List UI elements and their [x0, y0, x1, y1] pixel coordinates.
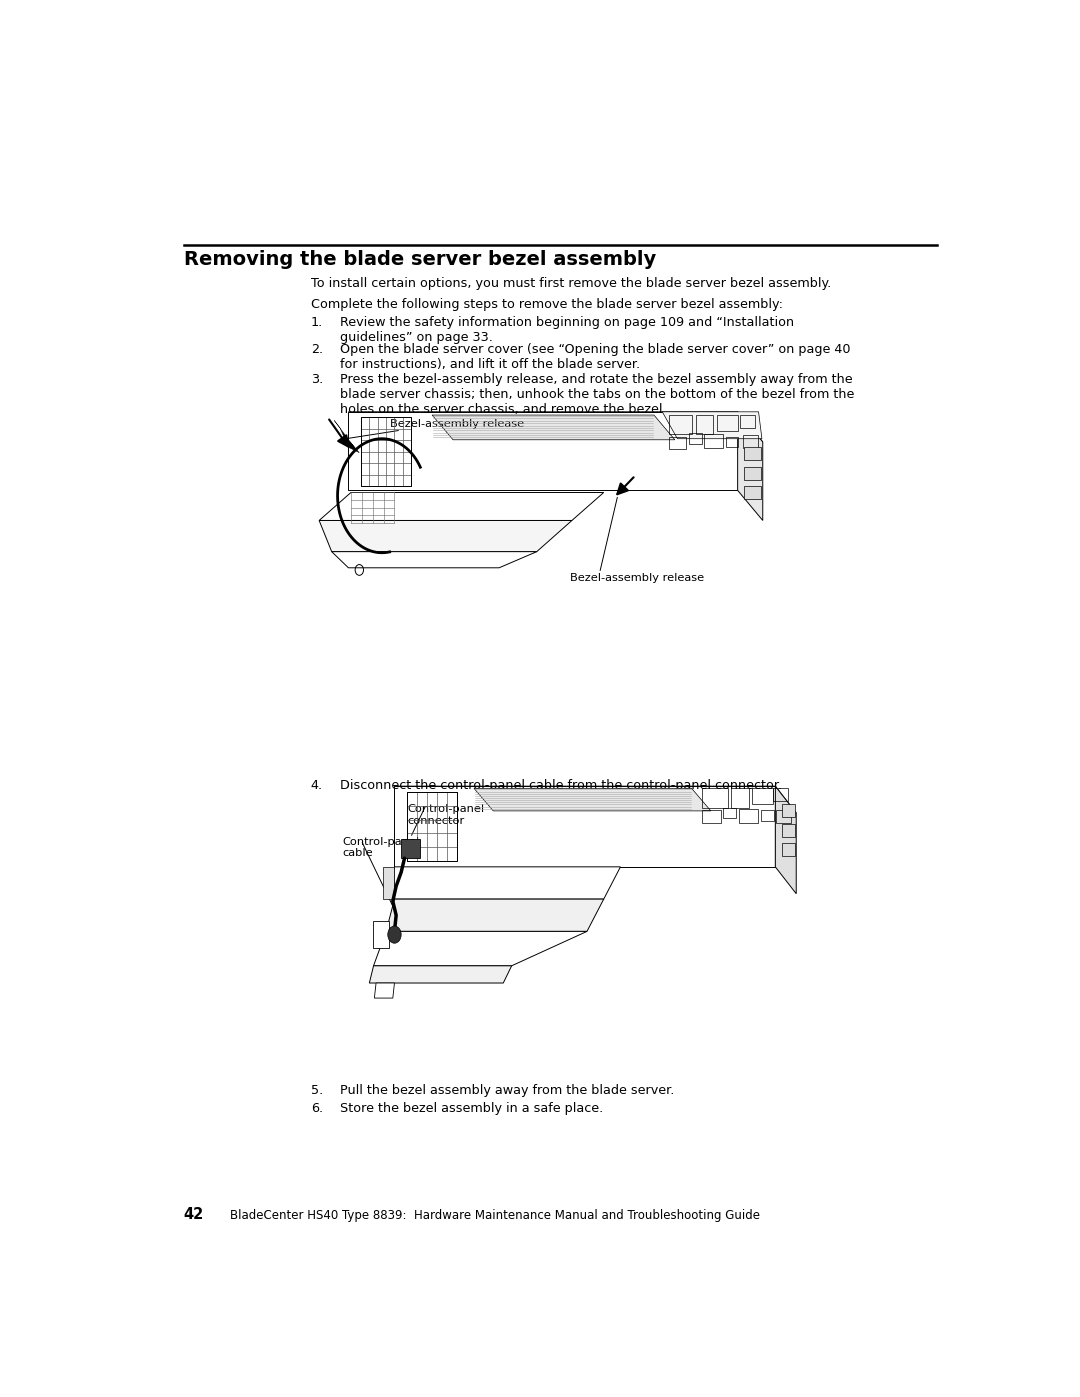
Polygon shape: [320, 493, 604, 521]
Text: Bezel-assembly release: Bezel-assembly release: [390, 419, 525, 429]
Bar: [373, 921, 390, 947]
Text: Complete the following steps to remove the blade server bezel assembly:: Complete the following steps to remove t…: [311, 298, 783, 310]
Polygon shape: [387, 900, 604, 932]
Polygon shape: [320, 521, 572, 552]
Text: 1.: 1.: [311, 316, 323, 330]
Polygon shape: [744, 467, 761, 479]
Polygon shape: [744, 486, 761, 499]
Polygon shape: [738, 412, 762, 521]
Polygon shape: [382, 866, 394, 900]
Polygon shape: [775, 787, 796, 894]
Text: Review the safety information beginning on page 109 and “Installation
guidelines: Review the safety information beginning …: [340, 316, 794, 344]
Polygon shape: [744, 447, 761, 460]
Bar: [401, 838, 420, 858]
Polygon shape: [782, 844, 795, 856]
Text: Bezel-assembly release: Bezel-assembly release: [570, 573, 704, 583]
Polygon shape: [782, 805, 795, 817]
Text: 2.: 2.: [311, 344, 323, 356]
Polygon shape: [394, 866, 620, 900]
Text: 5.: 5.: [311, 1084, 323, 1097]
Polygon shape: [394, 787, 775, 866]
Polygon shape: [394, 787, 796, 813]
Circle shape: [388, 926, 401, 943]
Polygon shape: [349, 412, 738, 490]
Bar: [361, 418, 411, 486]
Text: BladeCenter HS40 Type 8839:  Hardware Maintenance Manual and Troubleshooting Gui: BladeCenter HS40 Type 8839: Hardware Mai…: [230, 1208, 759, 1222]
Text: Open the blade server cover (see “Opening the blade server cover” on page 40
for: Open the blade server cover (see “Openin…: [340, 344, 851, 372]
Polygon shape: [474, 788, 711, 810]
Polygon shape: [782, 824, 795, 837]
Polygon shape: [334, 420, 360, 453]
Text: Store the bezel assembly in a safe place.: Store the bezel assembly in a safe place…: [340, 1102, 604, 1115]
Polygon shape: [374, 932, 588, 965]
Text: 6.: 6.: [311, 1102, 323, 1115]
Text: Control-panel
connector: Control-panel connector: [407, 805, 484, 826]
Text: 4.: 4.: [311, 778, 323, 792]
Polygon shape: [332, 552, 537, 567]
Text: Press the bezel-assembly release, and rotate the bezel assembly away from the
bl: Press the bezel-assembly release, and ro…: [340, 373, 854, 416]
Polygon shape: [662, 412, 761, 439]
Text: To install certain options, you must first remove the blade server bezel assembl: To install certain options, you must fir…: [311, 278, 831, 291]
Text: Removing the blade server bezel assembly: Removing the blade server bezel assembly: [184, 250, 656, 270]
Text: 42: 42: [184, 1207, 204, 1222]
Polygon shape: [349, 412, 762, 441]
Text: Pull the bezel assembly away from the blade server.: Pull the bezel assembly away from the bl…: [340, 1084, 674, 1097]
Bar: [407, 792, 457, 862]
Text: Disconnect the control-panel cable from the control-panel connector.: Disconnect the control-panel cable from …: [340, 778, 782, 792]
Polygon shape: [369, 965, 512, 983]
Polygon shape: [432, 415, 675, 440]
Text: Control-panel
cable: Control-panel cable: [342, 837, 420, 858]
Text: 3.: 3.: [311, 373, 323, 386]
Polygon shape: [375, 983, 394, 997]
